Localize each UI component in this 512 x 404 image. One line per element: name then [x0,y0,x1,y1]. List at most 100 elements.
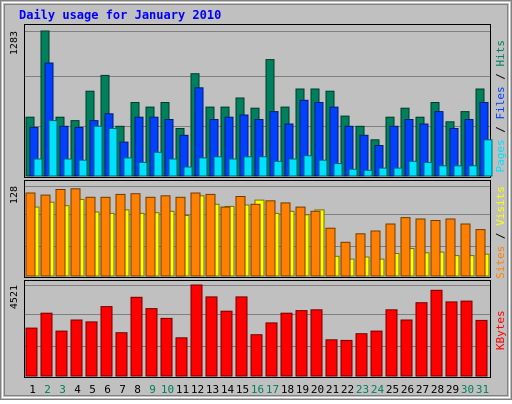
bar-kbytes-12 [190,284,203,377]
bar-sites-9 [145,196,156,277]
bar-kbytes-31 [475,319,488,377]
bar-pages-1 [33,158,43,177]
x-tick-label: 19 [296,383,309,396]
bar-sites-24 [370,230,381,277]
bar-kbytes-9 [145,308,158,377]
bar-sites-22 [340,241,351,277]
bar-pages-10 [168,158,178,177]
bar-sites-15 [235,196,246,277]
x-tick-label: 28 [431,383,444,396]
bar-sites-6 [100,196,111,277]
bar-pages-4 [78,159,88,177]
bar-pages-22 [348,168,358,177]
bar-kbytes-30 [460,300,473,377]
x-tick-label: 1 [29,383,36,396]
bar-kbytes-22 [340,339,353,377]
bar-kbytes-16 [250,334,263,377]
legend-item-sites: Sites [494,246,507,279]
bar-files-22 [344,125,354,177]
x-tick-label: 22 [341,383,354,396]
bar-kbytes-7 [115,332,128,377]
bar-sites-26 [400,217,411,277]
x-tick-label: 13 [206,383,219,396]
panel-max-label: 128 [9,186,20,204]
x-tick-label: 31 [476,383,489,396]
legend-kbytes: KBytes [494,310,507,350]
bar-kbytes-19 [295,310,308,377]
bar-pages-8 [138,161,148,177]
bar-kbytes-13 [205,296,218,377]
bar-kbytes-11 [175,337,188,377]
x-tick-label: 27 [416,383,429,396]
bar-pages-28 [438,165,448,177]
legend-item-visits: Visits [494,186,507,226]
bar-pages-21 [333,163,343,177]
x-tick-label: 25 [386,383,399,396]
bar-sites-25 [385,223,396,277]
bar-kbytes-29 [445,301,458,377]
bar-pages-19 [303,155,313,177]
bar-kbytes-18 [280,312,293,377]
bar-pages-27 [423,161,433,177]
bar-sites-3 [55,189,66,277]
bar-sites-21 [325,227,336,277]
x-tick-label: 16 [251,383,264,396]
x-tick-label: 2 [44,383,51,396]
bar-kbytes-10 [160,317,173,377]
bar-sites-30 [460,223,471,277]
bar-pages-3 [63,158,73,177]
bar-pages-18 [288,158,298,177]
bar-sites-27 [415,218,426,277]
chart-title: Daily usage for January 2010 [19,8,221,22]
x-tick-label: 21 [326,383,339,396]
bar-pages-5 [93,125,103,177]
legend-item-hits: Hits [494,40,507,67]
bar-kbytes-21 [325,339,338,377]
legend-separator: / [494,120,507,140]
bar-kbytes-8 [130,296,143,377]
bar-sites-5 [85,196,96,277]
bar-sites-17 [265,200,276,277]
bar-pages-31 [483,139,493,177]
bar-kbytes-14 [220,310,233,377]
x-tick-label: 30 [461,383,474,396]
bar-sites-4 [70,188,81,277]
x-tick-label: 26 [401,383,414,396]
bar-pages-13 [213,156,223,177]
bar-kbytes-28 [430,289,443,377]
x-tick-label: 18 [281,383,294,396]
legend-visits-sites: Sites / Visits [494,186,507,279]
bar-sites-16 [250,203,261,277]
bar-sites-23 [355,233,366,277]
x-tick-label: 14 [221,383,235,396]
x-tick-label: 23 [356,383,369,396]
bar-pages-26 [408,160,418,177]
bar-sites-11 [175,196,186,277]
bar-sites-10 [160,195,171,277]
bar-pages-25 [393,167,403,177]
x-tick-label: 12 [191,383,204,396]
bar-sites-1 [25,192,36,277]
bar-pages-9 [153,151,163,177]
bar-kbytes-23 [355,333,368,377]
bar-pages-7 [123,157,133,177]
x-tick-label: 5 [89,383,96,396]
legend-separator: / [494,226,507,246]
panel-max-label: 1283 [9,31,20,55]
bar-sites-29 [445,218,456,277]
bar-pages-16 [258,156,268,177]
bar-pages-20 [318,159,328,177]
x-tick-label: 17 [266,383,279,396]
bar-sites-19 [295,206,306,277]
bar-pages-17 [273,160,283,177]
bar-sites-7 [115,193,126,277]
bar-kbytes-2 [40,312,53,377]
bar-sites-8 [130,193,141,277]
bar-kbytes-27 [415,302,428,377]
x-tick-label: 4 [74,383,81,396]
bar-kbytes-1 [25,327,38,377]
bar-sites-20 [310,210,321,277]
x-tick-label: 9 [149,383,156,396]
